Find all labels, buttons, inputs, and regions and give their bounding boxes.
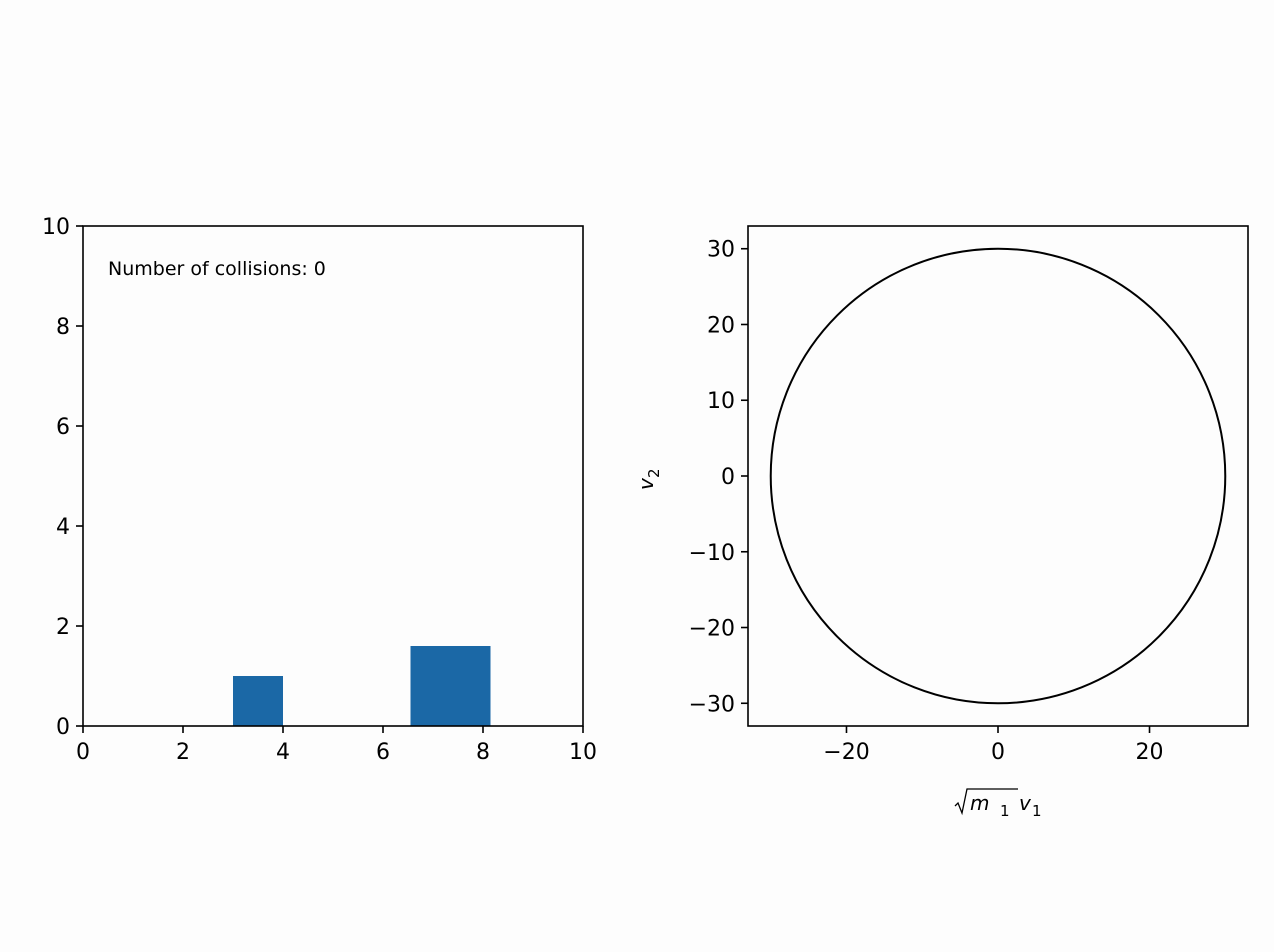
- y-axis-label-sub: 2: [645, 468, 663, 478]
- y-tick-label: 10: [707, 389, 735, 414]
- phase-space-marks: [769, 247, 1227, 705]
- y-tick-label: 10: [42, 215, 70, 240]
- blocks-axes-frame: [82, 225, 584, 727]
- y-axis-label: v 2: [634, 468, 663, 490]
- phase-space-ticks: −20 0 20 30 20 10 0 −10 −20 −30: [689, 238, 1164, 765]
- x-axis-label: m 1 v 1: [954, 788, 1042, 820]
- x-tick-label: 10: [569, 740, 597, 765]
- blocks-marks: [233, 646, 491, 726]
- x-tick-label: 20: [1136, 740, 1164, 765]
- y-tick-label: 6: [56, 415, 70, 440]
- y-tick-label: −30: [689, 692, 735, 717]
- y-tick-label: 0: [721, 465, 735, 490]
- x-tick-label: 2: [176, 740, 190, 765]
- x-tick-label: 0: [76, 740, 90, 765]
- x-tick-label: 4: [276, 740, 290, 765]
- y-tick-label: 4: [56, 515, 70, 540]
- y-tick-label: 20: [707, 313, 735, 338]
- block-1: [233, 676, 283, 726]
- y-tick-label: 0: [56, 715, 70, 740]
- sqrt-radical: [954, 788, 1018, 816]
- y-tick-label: −10: [689, 541, 735, 566]
- x-tick-label: 8: [476, 740, 490, 765]
- phase-space-axes-frame: [747, 225, 1249, 727]
- collision-counter: Number of collisions: 0: [108, 258, 326, 280]
- y-tick-label: −20: [689, 617, 735, 642]
- x-tick-label: −20: [823, 740, 869, 765]
- block-2: [410, 646, 491, 726]
- x-tick-label: 6: [376, 740, 390, 765]
- y-tick-label: 8: [56, 315, 70, 340]
- y-axis-label-main: v: [634, 477, 658, 490]
- x-tick-label: 0: [991, 740, 1005, 765]
- energy-circle: [769, 247, 1227, 705]
- y-tick-label: 30: [707, 238, 735, 263]
- x-axis-label-tail: v: [1019, 791, 1032, 815]
- phase-space-axes: −20 0 20 30 20 10 0 −10 −20 −30 m 1 v 1 v 2: [634, 225, 1249, 820]
- blocks-axes: 0 2 4 6 8 10 0 2 4 6 8 10 Number of collisions: 0: [42, 215, 597, 765]
- x-axis-label-root-sub: 1: [1000, 802, 1010, 820]
- y-tick-label: 2: [56, 615, 70, 640]
- blocks-ticks: 0 2 4 6 8 10 0 2 4 6 8 10: [42, 215, 597, 765]
- x-axis-label-root: m: [970, 791, 989, 815]
- x-axis-label-tail-sub: 1: [1032, 802, 1042, 820]
